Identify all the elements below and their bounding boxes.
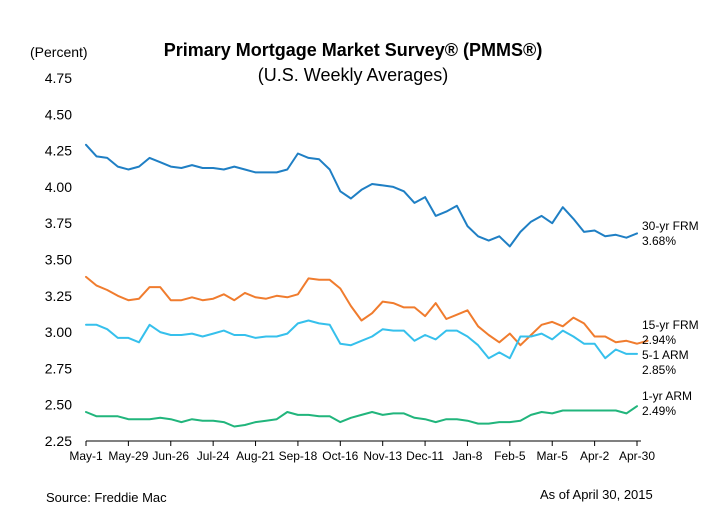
y-tick-label: 2.50 [45, 397, 72, 413]
series-name-1-yr-arm: 1-yr ARM [642, 389, 692, 403]
as-of-date: As of April 30, 2015 [540, 487, 653, 502]
y-tick-label: 4.00 [45, 179, 72, 195]
x-tick-label: Mar-5 [537, 449, 569, 463]
series-line-1-yr-arm [85, 405, 638, 428]
y-tick-labels: 4.75 4.50 4.25 4.00 3.75 3.50 3.25 3.00 2.75 2.50… [45, 70, 72, 449]
series-line-5-1-arm [85, 319, 638, 360]
x-tick-label: Aug-21 [236, 449, 275, 463]
series-name-5-1-arm: 5-1 ARM [642, 348, 689, 362]
x-tick-labels: May-1 May-29 Jun-26 Jul-24 Aug-21 Sep-18 Oct-1… [69, 441, 655, 463]
y-axis-label: (Percent) [30, 44, 88, 60]
series-line-30-yr-frm [85, 143, 638, 248]
source-note: Source: Freddie Mac [46, 490, 167, 505]
x-tick-label: Apr-2 [580, 449, 610, 463]
series-last-value-15-yr-frm: 2.94% [642, 333, 676, 347]
series-last-value-5-1-arm: 2.85% [642, 363, 676, 377]
y-tick-label: 2.25 [45, 433, 72, 449]
y-tick-label: 3.25 [45, 288, 72, 304]
chart-subtitle: (U.S. Weekly Averages) [257, 65, 449, 85]
series-last-value-30-yr-frm: 3.68% [642, 234, 676, 248]
y-tick-label: 3.50 [45, 252, 72, 268]
series-lines [85, 143, 649, 428]
y-tick-label: 2.75 [45, 360, 72, 376]
y-tick-label: 3.00 [45, 324, 72, 340]
x-tick-label: Apr-30 [619, 449, 655, 463]
x-tick-label: Feb-5 [494, 449, 526, 463]
x-tick-label: Nov-13 [363, 449, 402, 463]
series-line-15-yr-frm [85, 275, 649, 347]
x-tick-label: May-1 [69, 449, 103, 463]
x-tick-label: Oct-16 [322, 449, 358, 463]
y-tick-label: 4.50 [45, 106, 72, 122]
y-tick-label: 4.75 [45, 70, 72, 86]
chart-title: Primary Mortgage Market Survey® (PMMS®) [163, 40, 543, 60]
series-name-15-yr-frm: 15-yr FRM [642, 318, 699, 332]
series-name-30-yr-frm: 30-yr FRM [642, 219, 699, 233]
x-tick-label: Sep-18 [279, 449, 318, 463]
x-tick-label: May-29 [108, 449, 148, 463]
x-tick-label: Dec-11 [406, 449, 444, 463]
x-tick-label: Jan-8 [452, 449, 482, 463]
y-tick-label: 3.75 [45, 215, 72, 231]
series-last-value-1-yr-arm: 2.49% [642, 404, 676, 418]
x-tick-label: Jul-24 [197, 449, 230, 463]
y-tick-label: 4.25 [45, 143, 72, 159]
x-tick-label: Jun-26 [152, 449, 189, 463]
